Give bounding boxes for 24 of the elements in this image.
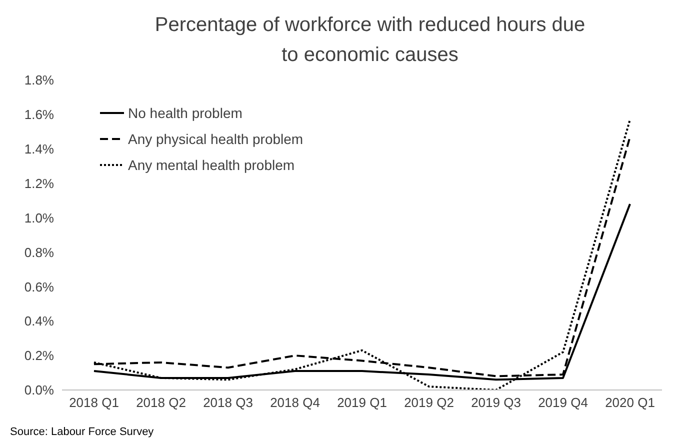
x-tick-label: 2018 Q4	[270, 395, 320, 410]
x-tick-label: 2019 Q1	[337, 395, 387, 410]
x-tick-label: 2019 Q2	[404, 395, 454, 410]
legend-label: Any physical health problem	[128, 131, 304, 147]
x-tick-label: 2020 Q1	[605, 395, 655, 410]
y-tick-label: 1.6%	[24, 107, 54, 122]
x-tick-label: 2018 Q1	[69, 395, 119, 410]
y-tick-label: 0.8%	[24, 244, 54, 260]
y-tick-label: 0.2%	[24, 348, 54, 364]
legend-label: Any mental health problem	[128, 157, 295, 173]
y-tick-label: 0.6%	[24, 279, 54, 294]
x-tick-label: 2019 Q4	[538, 395, 588, 410]
y-tick-label: 0.4%	[24, 314, 54, 329]
chart-title: Percentage of workforce with reduced hours due to economic causes	[154, 13, 586, 68]
y-tick-label: 1.4%	[24, 142, 54, 157]
y-tick-label: 1.0%	[24, 210, 54, 226]
legend-label: No health problem	[128, 105, 242, 121]
y-tick-label: 0.0%	[24, 382, 54, 398]
y-tick-label: 1.8%	[24, 72, 54, 88]
x-tick-label: 2018 Q2	[136, 395, 186, 410]
x-tick-label: 2019 Q3	[471, 395, 521, 410]
x-tick-label: 2018 Q3	[203, 395, 253, 410]
y-tick-label: 1.2%	[24, 176, 54, 191]
source-note: Source: Labour Force Survey	[10, 426, 154, 438]
